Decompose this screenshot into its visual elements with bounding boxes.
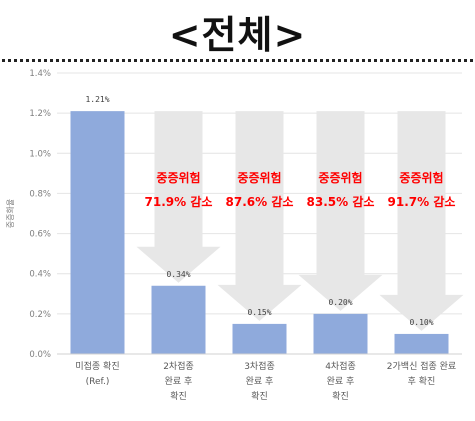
x-tick-label: 4차접종 xyxy=(325,360,356,372)
y-tick-label: 0.8% xyxy=(29,189,51,199)
title-divider xyxy=(2,59,473,62)
y-tick-label: 0.2% xyxy=(29,310,51,320)
y-tick-label: 0.4% xyxy=(29,270,51,280)
x-tick-label: 확진 xyxy=(251,390,268,402)
reduction-arrow xyxy=(217,111,302,321)
annotation-reduction: 83.5% 감소 xyxy=(307,194,375,209)
bar xyxy=(70,111,125,354)
data-label: 0.15% xyxy=(247,308,271,317)
annotation-title: 중증위험 xyxy=(156,170,200,185)
x-tick-label: 완료 후 xyxy=(246,376,274,387)
page-title: <전체> xyxy=(168,13,307,57)
data-label: 0.34% xyxy=(166,270,190,279)
bar xyxy=(232,323,287,354)
data-label: 1.21% xyxy=(85,95,109,104)
bar xyxy=(394,333,449,354)
y-tick-label: 0.6% xyxy=(29,230,51,240)
y-tick-label: 1.4% xyxy=(29,69,51,79)
x-tick-label: (Ref.) xyxy=(86,377,110,387)
data-label: 0.20% xyxy=(328,298,352,307)
y-tick-label: 1.0% xyxy=(29,149,51,159)
annotation-reduction: 91.7% 감소 xyxy=(388,194,456,209)
annotation-reduction: 87.6% 감소 xyxy=(226,194,294,209)
y-tick-label: 1.2% xyxy=(29,109,51,119)
reduction-arrow xyxy=(379,111,464,331)
x-tick-label: 완료 후 xyxy=(327,376,355,387)
x-tick-label: 확진 xyxy=(170,390,187,402)
annotation-title: 중증위험 xyxy=(318,170,362,185)
annotation-title: 중증위험 xyxy=(237,170,281,185)
x-tick-label: 확진 xyxy=(332,390,349,402)
x-tick-label: 2가백신 접종 완료 xyxy=(387,360,456,372)
x-tick-label: 2차접종 xyxy=(163,360,194,372)
x-tick-label: 완료 후 xyxy=(165,376,193,387)
annotation-title: 중증위험 xyxy=(399,170,443,185)
y-axis-title: 중증화율 xyxy=(6,199,15,228)
reduction-arrow xyxy=(136,111,221,283)
reduction-arrow xyxy=(298,111,383,311)
x-tick-label: 미접종 확진 xyxy=(75,360,119,372)
y-tick-label: 0.0% xyxy=(29,350,51,360)
bar xyxy=(313,313,368,354)
bar xyxy=(151,285,206,354)
x-tick-label: 3차접종 xyxy=(244,360,275,372)
x-tick-label: 후 확진 xyxy=(408,375,436,387)
data-label: 0.10% xyxy=(409,318,433,327)
annotation-reduction: 71.9% 감소 xyxy=(145,194,213,209)
